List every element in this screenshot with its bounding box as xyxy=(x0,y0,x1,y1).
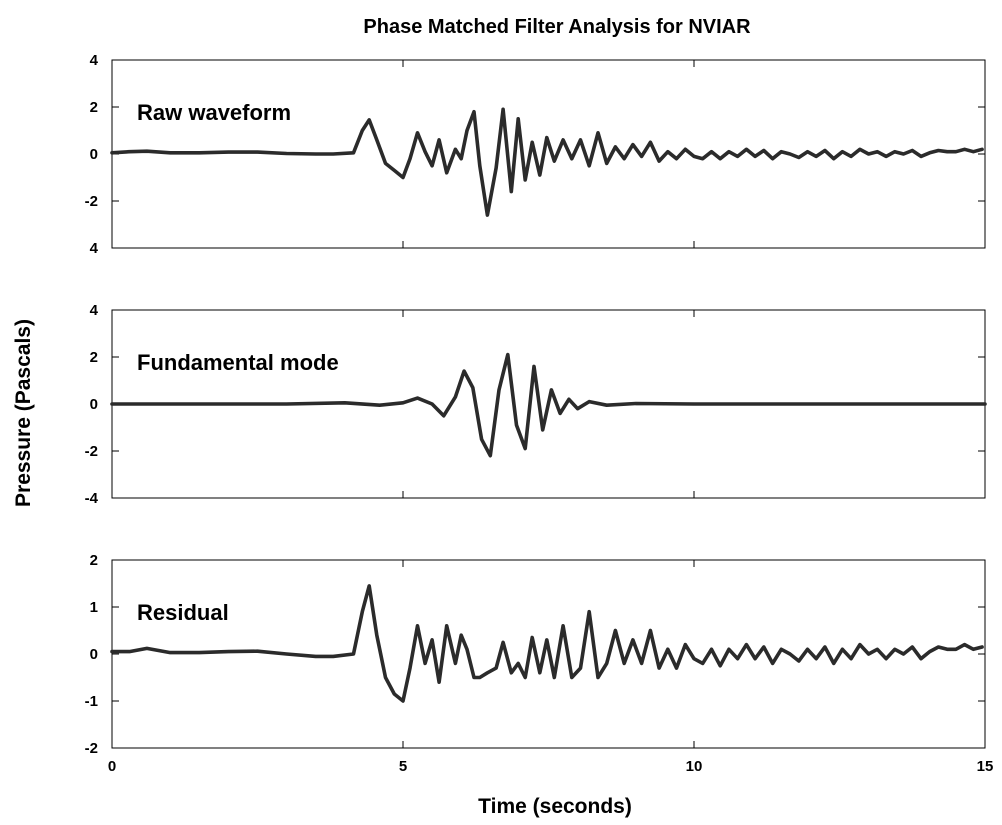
panel-label: Fundamental mode xyxy=(137,350,339,375)
y-tick-label: 4 xyxy=(90,240,99,257)
y-axis-label: Pressure (Pascals) xyxy=(12,319,35,507)
y-tick-label: 4 xyxy=(90,302,99,319)
y-tick-label: 0 xyxy=(90,646,98,663)
x-axis-label: Time (seconds) xyxy=(478,795,632,818)
series-line-1 xyxy=(110,107,984,217)
y-tick-label: 1 xyxy=(90,599,98,616)
y-tick-label: 0 xyxy=(90,396,98,413)
y-tick-label: -1 xyxy=(85,693,98,710)
chart-title: Phase Matched Filter Analysis for NVIAR xyxy=(363,16,751,38)
x-tick-label: 10 xyxy=(686,758,703,775)
panel-1: 4 -2 0 2 4 Raw waveform xyxy=(85,52,986,257)
series-line-3 xyxy=(110,584,984,703)
y-tick-label: 4 xyxy=(90,52,99,69)
y-tick-label: 0 xyxy=(90,146,98,163)
y-tick-label: 2 xyxy=(90,349,98,366)
x-tick-label: 5 xyxy=(399,758,407,775)
x-tick-label: 0 xyxy=(108,758,116,775)
series-line-2 xyxy=(110,352,987,458)
y-tick-label: -4 xyxy=(85,490,99,507)
x-tick-label: 15 xyxy=(977,758,994,775)
y-tick-label: 2 xyxy=(90,99,98,116)
panel-3: -2 -1 0 1 2 Residual xyxy=(85,552,986,757)
panel-label: Residual xyxy=(137,600,229,625)
y-tick-label: 2 xyxy=(90,552,98,569)
y-tick-label: -2 xyxy=(85,443,98,460)
y-tick-label: -2 xyxy=(85,740,98,757)
y-tick-label: -2 xyxy=(85,193,98,210)
panel-label: Raw waveform xyxy=(137,100,291,125)
panel-2: -4 -2 0 2 4 Fundamental mode xyxy=(85,302,987,507)
chart-panels: 4 -2 0 2 4 Raw waveform -4 -2 0 2 4 Fundamental mod… xyxy=(85,52,994,775)
